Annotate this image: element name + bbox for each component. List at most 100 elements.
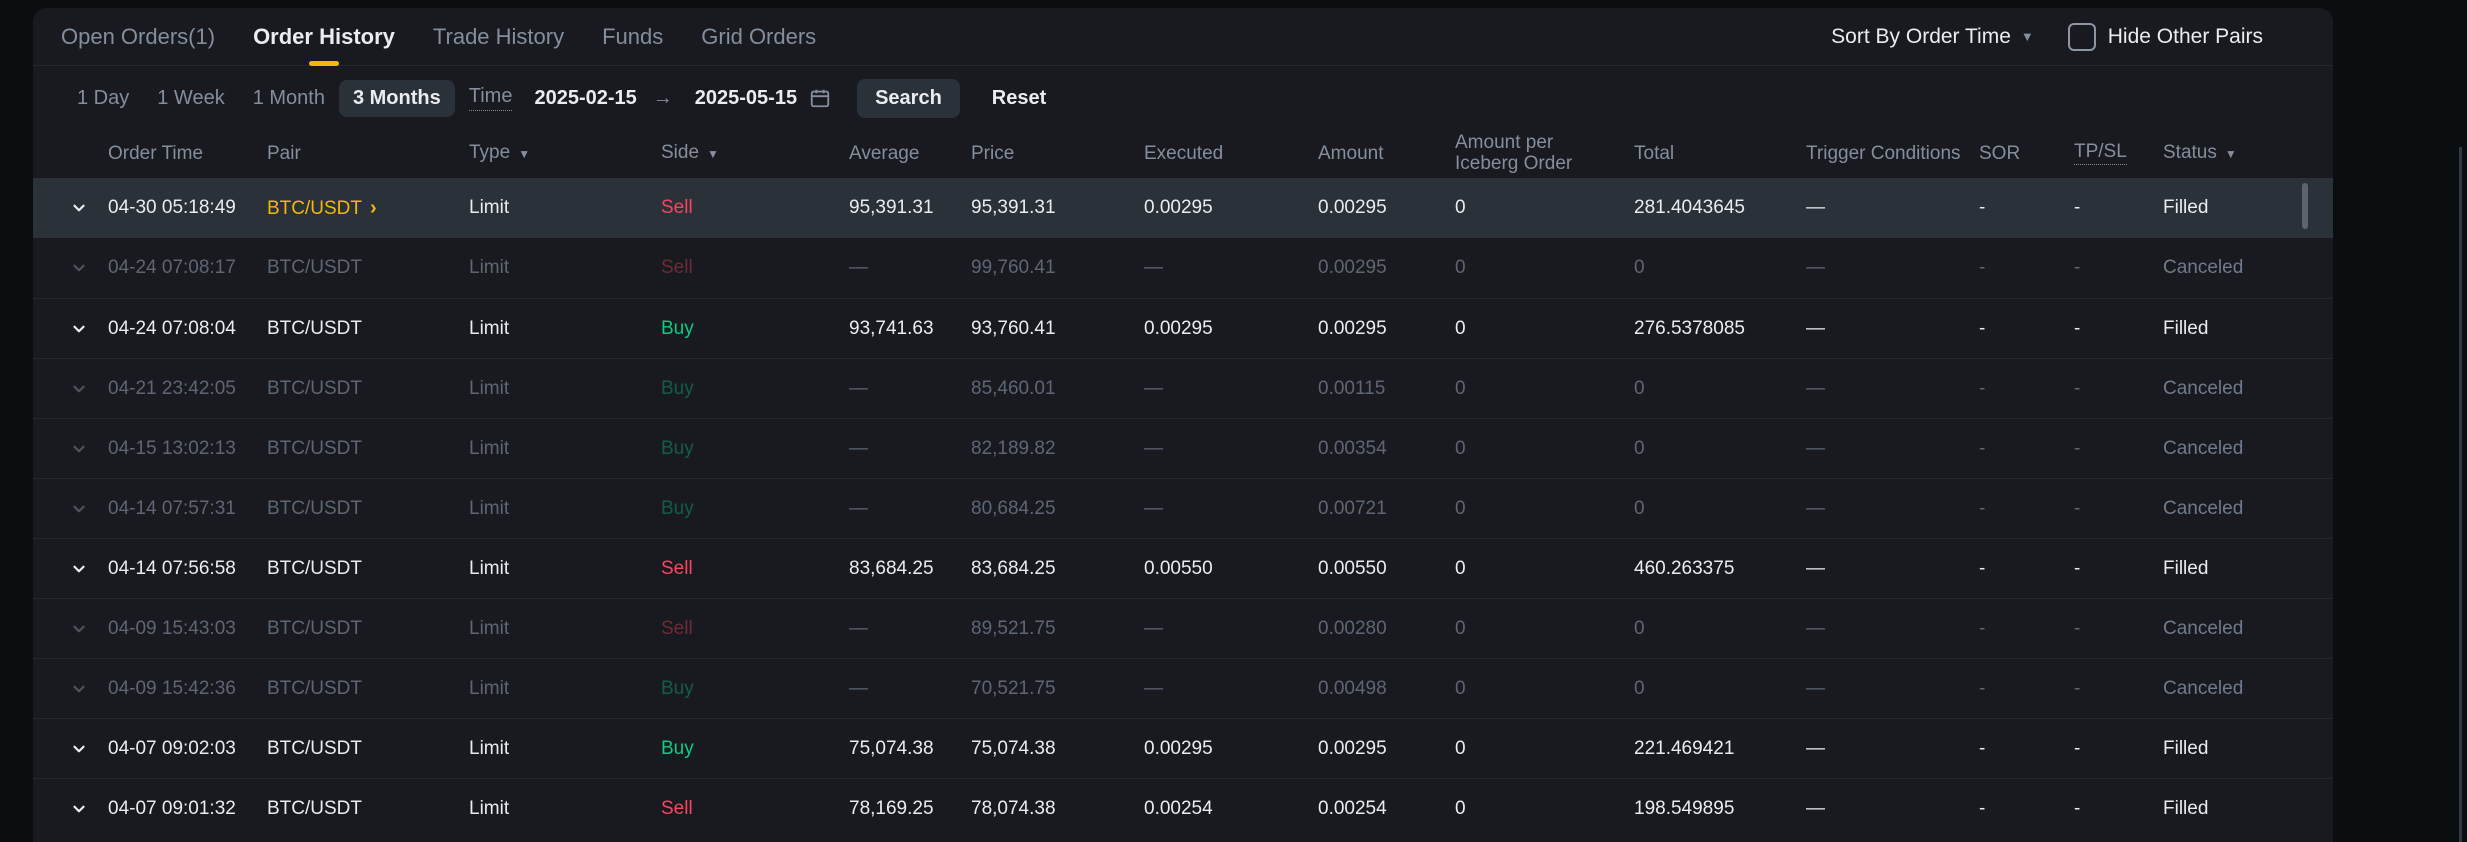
cell-total: 281.4043645 [1634,197,1745,218]
cell-pair[interactable]: BTC/USDT› [267,738,469,760]
cell-iceberg-amount: 0 [1455,317,1466,339]
cell-sor: - [1979,737,1986,759]
cell-status: Filled [2163,737,2209,759]
cell-type: Limit [469,257,510,278]
table-row: 04-09 15:43:03 BTC/USDT› Limit Sell — 89… [33,598,2333,658]
expand-row-button[interactable] [70,440,108,458]
date-to-field[interactable]: 2025-05-15 [694,86,798,109]
cell-average: — [849,437,868,459]
expand-row-button[interactable] [70,380,108,398]
cell-pair[interactable]: BTC/USDT› [267,378,469,400]
cell-pair[interactable]: BTC/USDT› [267,318,469,340]
header-iceberg: Amount per Iceberg Order [1455,132,1573,174]
table-header-row: Order Time Pair Type ▼ Side ▼ Average Pric… [33,128,2333,178]
cell-amount: 0.00254 [1318,797,1387,819]
cell-status: Filled [2163,317,2209,339]
search-button[interactable]: Search [857,78,960,118]
table-row: 04-15 13:02:13 BTC/USDT› Limit Buy — 82,… [33,418,2333,478]
tab-funds[interactable]: Funds [602,23,664,49]
checkbox-icon[interactable] [2067,22,2096,51]
header-status[interactable]: Status ▼ [2163,141,2237,163]
cell-order-time: 04-24 07:08:04 [108,317,236,339]
header-total: Total [1634,142,1675,164]
header-side[interactable]: Side ▼ [661,141,719,163]
cell-price: 75,074.38 [971,737,1056,759]
cell-order-time: 04-24 07:08:17 [108,257,236,278]
header-type[interactable]: Type ▼ [469,141,531,163]
reset-button[interactable]: Reset [991,86,1047,109]
header-sor: SOR [1979,142,2021,164]
tab-grid-orders[interactable]: Grid Orders [701,23,817,49]
date-from-field[interactable]: 2025-02-15 [534,86,637,109]
pair-label: BTC/USDT [267,377,362,399]
expand-row-button[interactable] [70,320,108,338]
cell-iceberg-amount: 0 [1455,737,1466,759]
expand-row-button[interactable] [70,800,108,818]
cell-type: Limit [469,677,510,699]
expand-row-button[interactable] [70,500,108,518]
cell-status: Canceled [2163,677,2244,699]
cell-amount: 0.00295 [1318,737,1387,759]
cell-trigger-conditions: — [1806,497,1825,519]
cell-pair[interactable]: BTC/USDT› [267,678,469,700]
cell-status: Canceled [2163,437,2244,459]
cell-trigger-conditions: — [1806,557,1825,579]
cell-amount: 0.00721 [1318,497,1387,519]
cell-pair[interactable]: BTC/USDT› [267,558,469,580]
range-1-month[interactable]: 1 Month [252,86,325,109]
cell-tpsl: - [2074,377,2081,399]
cell-pair[interactable]: BTC/USDT› [267,798,469,820]
expand-row-button[interactable] [70,560,108,578]
cell-tpsl: - [2074,197,2081,218]
cell-pair[interactable]: BTC/USDT› [267,197,469,220]
top-controls: Sort By Order Time ▼ Hide Other Pairs [1831,22,2263,51]
table-row: 04-24 07:08:17 BTC/USDT› Limit Sell — 99… [33,238,2333,298]
cell-type: Limit [469,737,510,759]
cell-status: Filled [2163,197,2209,218]
cell-pair[interactable]: BTC/USDT› [267,618,469,640]
time-type-selector[interactable]: Time [468,85,513,111]
cell-tpsl: - [2074,617,2081,639]
cell-type: Limit [469,437,510,459]
cell-iceberg-amount: 0 [1455,617,1466,639]
cell-side: Sell [661,197,693,218]
cell-amount: 0.00280 [1318,617,1387,639]
tab-order-history[interactable]: Order History [253,8,395,66]
range-3-months[interactable]: 3 Months [338,79,455,117]
table-row: 04-24 07:08:04 BTC/USDT› Limit Buy 93,74… [33,298,2333,358]
cell-pair[interactable]: BTC/USDT› [267,438,469,460]
expand-row-button[interactable] [70,680,108,698]
cell-amount: 0.00295 [1318,197,1387,218]
cell-sor: - [1979,797,1986,819]
header-price: Price [971,142,1015,164]
cell-executed: — [1144,377,1163,399]
cell-type: Limit [469,497,510,519]
table-scrollbar-thumb[interactable] [2302,183,2308,229]
calendar-icon[interactable] [809,87,831,109]
range-1-week[interactable]: 1 Week [157,86,225,109]
cell-side: Sell [661,557,693,579]
cell-price: 89,521.75 [971,617,1056,639]
range-1-day[interactable]: 1 Day [77,86,130,109]
pair-label: BTC/USDT [267,677,362,699]
tab-trade-history[interactable]: Trade History [432,23,565,49]
expand-row-button[interactable] [70,740,108,758]
cell-type: Limit [469,617,510,639]
tab-bar: Open Orders(1) Order History Trade Histo… [33,8,2333,66]
cell-trigger-conditions: — [1806,257,1825,278]
cell-pair[interactable]: BTC/USDT› [267,498,469,520]
cell-pair[interactable]: BTC/USDT› [267,257,469,279]
expand-row-button[interactable] [70,620,108,638]
pair-label: BTC/USDT [267,797,362,819]
hide-other-pairs-toggle[interactable]: Hide Other Pairs [2067,22,2263,51]
expand-row-button[interactable] [70,199,108,217]
cell-total: 0 [1634,257,1645,278]
page-scrollbar[interactable] [2459,147,2462,842]
cell-total: 0 [1634,677,1645,699]
cell-trigger-conditions: — [1806,617,1825,639]
expand-row-button[interactable] [70,259,108,277]
cell-iceberg-amount: 0 [1455,437,1466,459]
cell-status: Canceled [2163,497,2244,519]
tab-open-orders[interactable]: Open Orders(1) [61,23,216,49]
sort-by-order-time-dropdown[interactable]: Sort By Order Time ▼ [1831,25,2034,49]
